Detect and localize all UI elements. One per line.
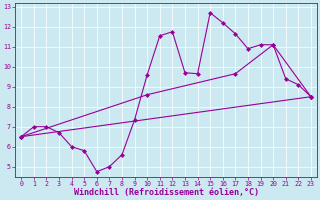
X-axis label: Windchill (Refroidissement éolien,°C): Windchill (Refroidissement éolien,°C)	[74, 188, 259, 197]
